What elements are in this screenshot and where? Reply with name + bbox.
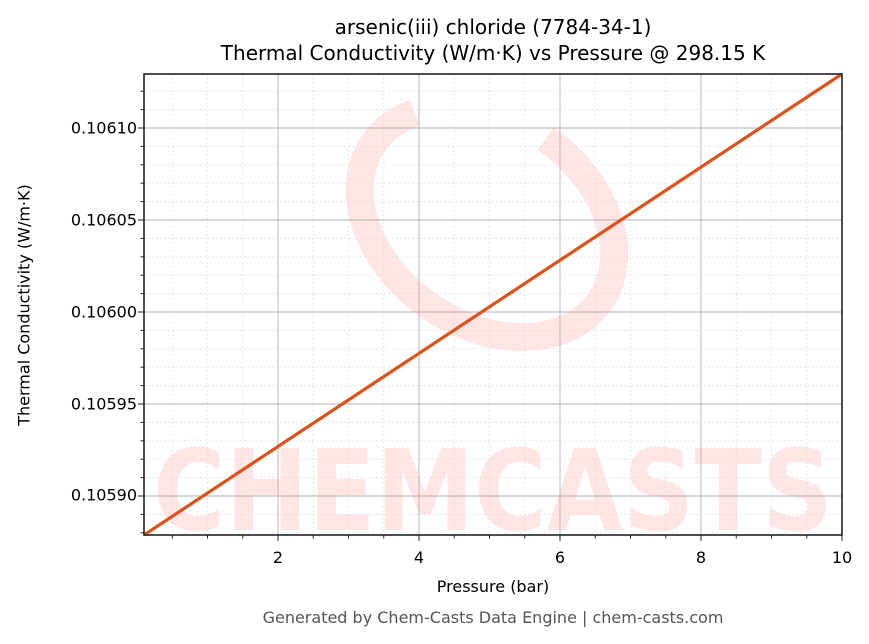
y-axis-label: Thermal Conductivity (W/m·K)	[14, 184, 34, 426]
data-line	[143, 72, 843, 537]
x-tick-label: 6	[554, 548, 566, 567]
x-tick-label: 2	[272, 548, 284, 567]
y-tick-label: 0.10605	[70, 210, 137, 230]
x-tick-label: 10	[831, 548, 853, 567]
chart-title-line2: Thermal Conductivity (W/m·K) vs Pressure…	[220, 41, 766, 65]
x-axis-label: Pressure (bar)	[436, 577, 550, 596]
x-tick-label: 8	[695, 548, 707, 567]
svg-text:CHEMCASTS: CHEMCASTS	[153, 427, 833, 557]
footer-credit: Generated by Chem-Casts Data Engine | ch…	[262, 608, 724, 627]
y-tick-label: 0.10600	[70, 302, 137, 322]
y-tick-label: 0.10595	[70, 394, 137, 414]
axes-frame	[143, 73, 843, 536]
axis-ticks	[138, 90, 843, 541]
y-tick-label: 0.10590	[70, 485, 137, 505]
chart-title-line1: arsenic(iii) chloride (7784-34-1)	[334, 15, 652, 39]
x-tick-label: 4	[413, 548, 425, 567]
y-tick-label: 0.10610	[70, 118, 137, 138]
watermark: CHEMCASTS	[153, 92, 833, 557]
grid	[144, 74, 843, 535]
